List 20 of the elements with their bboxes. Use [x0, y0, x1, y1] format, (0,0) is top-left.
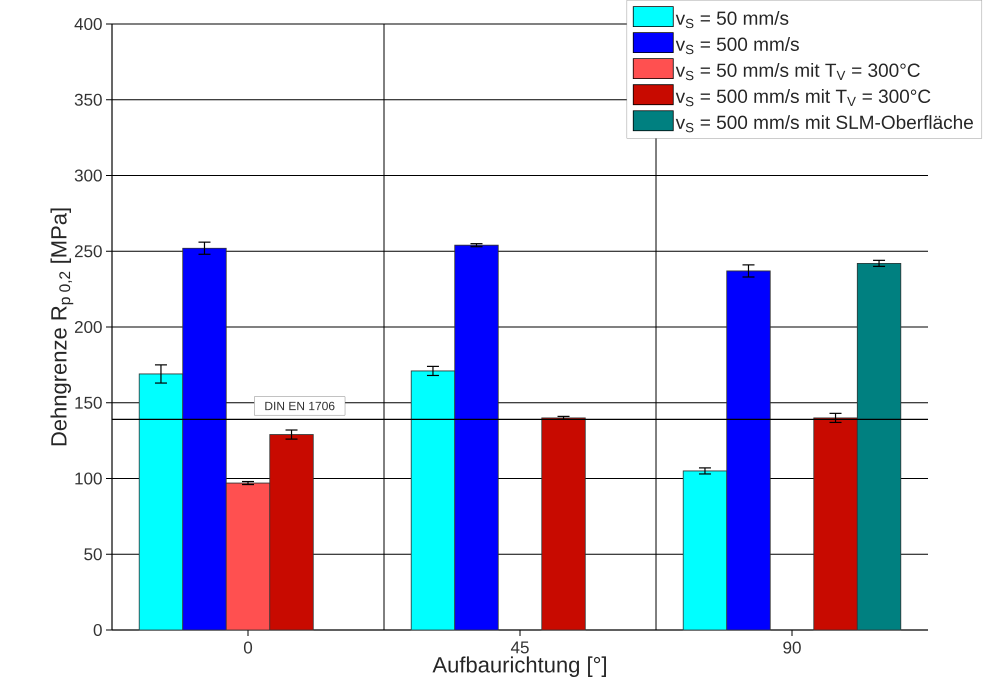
y-tick-label: 0	[94, 624, 102, 636]
y-tick-label: 300	[74, 169, 102, 182]
y-tick-label: 350	[74, 94, 102, 106]
legend-label: v$_{S}$ = 500 mm/s	[676, 36, 799, 54]
y-tick-label: 50	[84, 548, 102, 560]
legend-label: v$_{S}$ = 500 mm/s mit T$_{V}$ = 300°C	[676, 89, 930, 106]
legend-label: v$_{S}$ = 50 mm/s	[676, 10, 788, 28]
y-tick-label: 200	[74, 320, 102, 334]
y-tick-label: 100	[75, 472, 102, 485]
y-tick-label: 400	[74, 18, 102, 30]
y-axis-title: Dehngrenze R$_{p 0,2}$ [MPa]	[50, 208, 74, 446]
x-tick-label: 90	[783, 642, 801, 654]
ref-line-label: DIN EN 1706	[265, 402, 334, 410]
y-tick-label: 150	[75, 396, 102, 409]
x-tick-label: 45	[510, 642, 529, 654]
x-axis-title: Aufbaurichtung [°]	[432, 656, 606, 677]
x-tick-label: 0	[244, 642, 252, 654]
legend-label: v$_{S}$ = 500 mm/s mit SLM-Oberfläche	[676, 115, 973, 132]
legend-label: v$_{S}$ = 50 mm/s mit T$_{V}$ = 300°C	[676, 63, 920, 80]
y-tick-label: 250	[74, 245, 102, 258]
